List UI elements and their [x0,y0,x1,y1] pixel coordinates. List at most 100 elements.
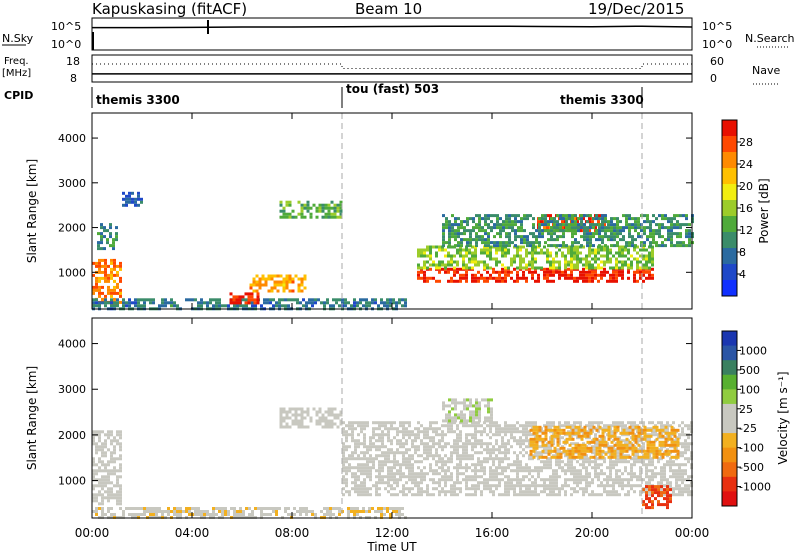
heatmap-cell [639,254,642,258]
heatmap-cell [462,448,465,452]
heatmap-cell [149,507,152,510]
heatmap-cell [588,460,591,464]
heatmap-cell [645,257,648,261]
nave-label: Nave [752,64,780,77]
heatmap-cell [625,220,628,224]
heatmap-cell [104,451,107,455]
heatmap-cell [98,502,101,506]
heatmap-cell [368,507,371,510]
heatmap-cell [366,421,369,425]
heatmap-cell [342,430,345,434]
heatmap-cell [462,248,465,252]
heatmap-cell [233,513,236,516]
time-tick-label: 04:00 [175,526,210,540]
heatmap-cell [417,263,420,267]
heatmap-cell [321,416,325,420]
heatmap-cell [98,460,101,464]
heatmap-cell [119,436,122,440]
heatmap-cell [573,421,576,425]
heatmap-cell [577,217,580,221]
heatmap-cell [477,276,480,280]
heatmap-cell [453,451,456,455]
heatmap-cell [549,263,552,267]
heatmap-cell [651,254,654,258]
heatmap-cell [517,214,520,218]
heatmap-cell [255,289,259,293]
heatmap-cell [128,298,131,302]
heatmap-cell [98,267,101,271]
heatmap-cell [687,457,690,461]
heatmap-cell [537,251,540,255]
heatmap-cell [98,285,101,289]
heatmap-cell [375,433,378,437]
heatmap-cell [109,235,112,239]
heatmap-cell [104,513,107,516]
heatmap-cell [501,457,504,461]
heatmap-cell [534,251,537,255]
heatmap-cell [549,493,552,497]
heatmap-cell [408,478,411,482]
heatmap-cell [429,466,432,470]
heatmap-cell [426,454,429,458]
heatmap-cell [342,481,345,485]
heatmap-cell [573,475,576,479]
heatmap-cell [95,288,98,292]
heatmap-cell [504,469,507,473]
heatmap-cell [630,475,633,479]
heatmap-cell [324,410,328,414]
heatmap-cell [534,266,537,270]
heatmap-cell [315,209,319,213]
heatmap-cell [113,445,116,449]
heatmap-cell [264,280,268,284]
heatmap-cell [588,472,591,476]
heatmap-cell [113,436,116,440]
heatmap-cell [345,460,348,464]
heatmap-cell [555,254,558,258]
heatmap-cell [282,209,286,213]
heatmap-cell [326,298,329,302]
heatmap-cell [329,513,332,516]
heatmap-cell [556,431,560,435]
heatmap-cell [365,304,368,308]
heatmap-cell [131,507,134,510]
heatmap-cell [426,254,429,258]
heatmap-cell [646,217,649,221]
heatmap-cell [504,484,507,488]
heatmap-cell [654,424,657,428]
heatmap-cell [550,437,554,441]
heatmap-cell [285,413,289,417]
heatmap-cell [200,301,203,305]
heatmap-cell [514,223,517,227]
heatmap-cell [634,440,638,444]
heatmap-cell [507,439,510,443]
heatmap-cell [426,245,429,249]
heatmap-cell [583,226,586,230]
heatmap-cell [580,217,583,221]
heatmap-cell [645,497,648,501]
heatmap-cell [682,214,685,218]
heatmap-cell [648,469,651,473]
heatmap-cell [624,254,627,258]
heatmap-cell [438,248,441,252]
heatmap-cell [484,241,487,245]
heatmap-cell [112,247,115,251]
heatmap-cell [651,267,654,271]
heatmap-cell [639,475,642,479]
heatmap-cell [191,507,194,510]
heatmap-cell [556,425,560,429]
heatmap-cell [541,217,544,221]
nave-series-line [92,63,692,69]
heatmap-cell [155,513,158,516]
heatmap-cell [387,421,390,425]
heatmap-cell [374,298,377,302]
heatmap-cell [598,238,601,242]
heatmap-cell [507,478,510,482]
heatmap-cell [666,497,669,501]
heatmap-cell [517,229,520,233]
heatmap-cell [125,304,128,308]
heatmap-cell [507,266,510,270]
heatmap-cell [332,298,335,302]
heatmap-cell [143,507,146,510]
heatmap-cell [622,428,626,432]
heatmap-cell [474,463,477,467]
